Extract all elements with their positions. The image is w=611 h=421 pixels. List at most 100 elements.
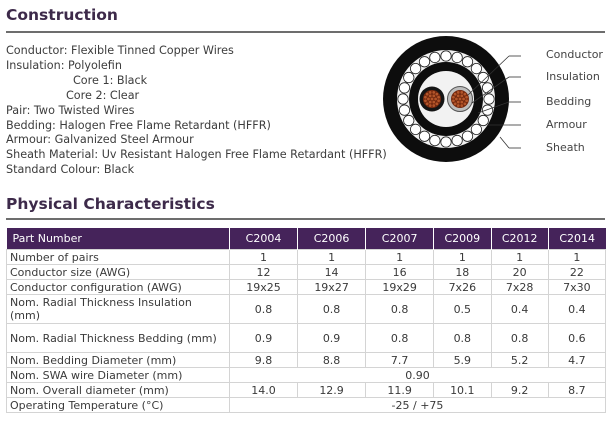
leader-lines: [467, 55, 521, 149]
header-c2012: C2012: [490, 228, 549, 250]
armour-wire: [440, 50, 452, 62]
table-cell: 19x25: [228, 279, 299, 295]
spec-sheath-material: Sheath Material: Uv Resistant Halogen Fr…: [6, 148, 387, 162]
spec-pair: Pair: Two Twisted Wires: [6, 103, 135, 117]
armour-wire: [398, 82, 411, 94]
conductor-strand: [464, 98, 469, 103]
armour-wire: [418, 130, 431, 142]
table-cell: 7x26: [433, 279, 492, 295]
row-label: Conductor configuration (AWG): [6, 279, 230, 295]
armour-wire: [461, 56, 474, 68]
table-row: Operating Temperature (°C) -25 / +75: [6, 397, 606, 413]
table-cell: 0.8: [365, 294, 435, 324]
table-cell: 19x29: [365, 279, 435, 295]
header-part-number: Part Number: [6, 228, 230, 250]
divider: [6, 31, 605, 33]
conductor-strand: [434, 92, 439, 97]
table-cell: 4.7: [547, 352, 607, 368]
table-cell: 19x27: [297, 279, 367, 295]
conductor-strands: [423, 90, 469, 108]
table-cell: 12.9: [297, 382, 367, 398]
spec-conductor: Conductor: Flexible Tinned Copper Wires: [6, 44, 234, 57]
armour-wire: [398, 104, 411, 116]
table-cell: 7.7: [365, 352, 435, 368]
table-row: Conductor configuration (AWG) 19x25 19x2…: [6, 279, 607, 295]
conductor-strand: [456, 103, 461, 108]
table-cell: 1: [433, 249, 492, 265]
table-cell: 14: [297, 264, 367, 280]
table-cell: 7x28: [490, 279, 549, 295]
armour-wire: [481, 104, 494, 116]
armour-wire: [409, 62, 422, 75]
conductor-strand: [453, 92, 458, 97]
conductor-strand: [454, 97, 459, 101]
armour-wires: [397, 50, 495, 148]
table-cell: 0.6: [547, 323, 607, 353]
table-cell: 20: [490, 264, 549, 280]
row-label: Nom. Bedding Diameter (mm): [6, 352, 230, 368]
header-c2007: C2007: [365, 228, 434, 250]
conductor-strand: [430, 97, 434, 101]
table-row: Nom. Radial Thickness Insulation (mm) 0.…: [6, 294, 607, 324]
conductor-strand: [423, 98, 428, 103]
table-cell: 0.9: [297, 323, 367, 353]
spec-insulation: Insulation: Polyolefin: [6, 58, 122, 72]
table-header-row: Part Number C2004 C2006 C2007 C2009 C201…: [6, 228, 606, 250]
table-cell: 10.1: [433, 382, 492, 398]
row-label: Conductor size (AWG): [6, 264, 230, 280]
table-row: Nom. Overall diameter (mm) 14.0 12.9 11.…: [6, 382, 607, 398]
armour-wire: [483, 93, 495, 105]
table-cell: 12: [228, 264, 299, 280]
header-c2004: C2004: [228, 228, 298, 250]
table-cell: 5.9: [433, 352, 492, 368]
table-cell: 9.8: [228, 352, 299, 368]
table-cell: 0.8: [297, 294, 367, 324]
conductor-strand: [423, 95, 428, 100]
spec-standard-colour: Standard Colour: Black: [6, 163, 135, 177]
conductor-strand: [426, 97, 431, 101]
armour-wire: [409, 123, 422, 136]
armour-wire: [403, 71, 415, 84]
armour-wire: [481, 82, 494, 94]
table-cell: 0.8: [228, 294, 299, 324]
conductor-strand: [459, 90, 464, 95]
row-label: Operating Temperature (°C): [6, 397, 230, 413]
table-cell-merged: 0.90: [229, 367, 606, 383]
table-cell: 0.8: [433, 323, 492, 353]
divider: [6, 218, 605, 220]
table-cell: 18: [433, 264, 492, 280]
armour-wire: [397, 93, 409, 105]
row-label: Nom. Radial Thickness Bedding (mm): [6, 323, 230, 353]
table-cell-merged: -25 / +75: [229, 397, 606, 413]
table-cell: 1: [547, 249, 607, 265]
conductor-strand: [462, 101, 467, 106]
label-insulation: Insulation: [546, 70, 600, 83]
construction-spec-list: Conductor: Flexible Tinned Copper Wires …: [6, 44, 387, 178]
table-cell: 0.8: [365, 323, 435, 353]
table-cell: 11.9: [365, 382, 435, 398]
label-armour: Armour: [546, 118, 587, 131]
table-cell: 22: [547, 264, 607, 280]
label-bedding: Bedding: [546, 95, 592, 108]
table-cell: 16: [365, 264, 435, 280]
conductor-strand: [464, 95, 469, 100]
conductor-strand: [458, 97, 462, 101]
construction-title: Construction: [6, 6, 118, 24]
spec-core-1: Core 1: Black: [73, 73, 148, 87]
spec-armour: Armour: Galvanized Steel Armour: [6, 133, 194, 147]
table-cell: 5.2: [490, 352, 549, 368]
physical-characteristics-title: Physical Characteristics: [6, 195, 215, 213]
conductor-strand: [453, 101, 458, 106]
armour-wire: [477, 71, 489, 84]
spec-core-2: Core 2: Clear: [66, 88, 140, 102]
table-row: Number of pairs 1 1 1 1 1 1: [6, 249, 607, 265]
table-row: Nom. SWA wire Diameter (mm) 0.90: [6, 367, 606, 383]
header-c2006: C2006: [297, 228, 366, 250]
conductor-strand: [459, 103, 464, 108]
table-cell: 8.8: [297, 352, 367, 368]
armour-wire: [429, 51, 441, 64]
row-label: Nom. Radial Thickness Insulation (mm): [6, 294, 230, 324]
conductor-strand: [425, 92, 430, 97]
table-row: Nom. Bedding Diameter (mm) 9.8 8.8 7.7 5…: [6, 352, 607, 368]
conductor-strand: [431, 90, 436, 95]
